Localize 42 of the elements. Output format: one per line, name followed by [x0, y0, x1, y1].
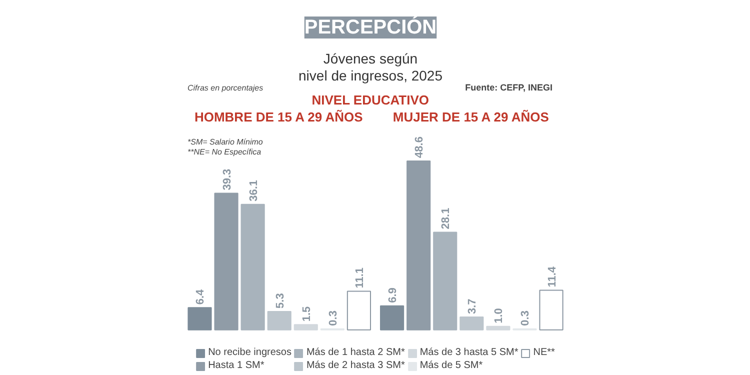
data-label: 28.1 [440, 208, 452, 230]
data-label: 6.9 [387, 288, 400, 303]
text: *SM= Salario Mínimo [188, 138, 264, 146]
text: NIVEL EDUCATIVO [312, 92, 430, 108]
x-tick-label: HOMBRE DE 15 A 29 AÑOS [194, 110, 364, 124]
legend-label: NE** [533, 347, 555, 358]
bar [240, 204, 265, 330]
source-note: Fuente: CEFP, INEGI [465, 82, 553, 92]
data-label: 11.1 [354, 268, 366, 288]
data-label: 1.0 [493, 308, 506, 324]
bar [433, 232, 458, 330]
bar [346, 290, 371, 330]
legend-label: No recibe ingresos [208, 347, 292, 358]
data-label: 6.4 [194, 288, 207, 305]
data-label: 0.3 [520, 310, 532, 326]
bar [214, 192, 238, 330]
bar [460, 316, 484, 330]
data-label: 1.5 [300, 306, 313, 322]
data-label: 3.7 [466, 298, 479, 314]
chart-subtitle: Jóvenes según nivel de ingresos, 2025 [298, 50, 443, 84]
legend-label: Más de 3 hasta 5 SM* [420, 347, 518, 358]
bar [486, 326, 510, 330]
text: **NE= No Específica [188, 148, 262, 156]
bar [380, 305, 404, 330]
bar [406, 160, 431, 330]
legend-label: Hasta 1 SM* [208, 360, 264, 371]
bar [188, 307, 212, 330]
data-label: 39.3 [221, 168, 234, 190]
bar [294, 324, 318, 330]
legend-label: Más de 5 SM* [420, 360, 483, 371]
chart-title: PERCEPCIÓN [304, 16, 437, 38]
text: Cifras en porcentajes [188, 84, 264, 92]
legend-label: Más de 2 hasta 3 SM* [306, 360, 405, 371]
data-label: 5.3 [274, 293, 286, 308]
bar [539, 290, 564, 330]
legend-label: Más de 1 hasta 2 SM* [306, 347, 405, 358]
data-label: 0.3 [327, 310, 340, 326]
x-tick-label: MUJER DE 15 A 29 AÑOS [392, 110, 550, 124]
data-label: 48.6 [414, 136, 426, 158]
data-label: 11.4 [546, 266, 558, 288]
data-label: 36.1 [248, 180, 260, 202]
bar [267, 310, 292, 330]
